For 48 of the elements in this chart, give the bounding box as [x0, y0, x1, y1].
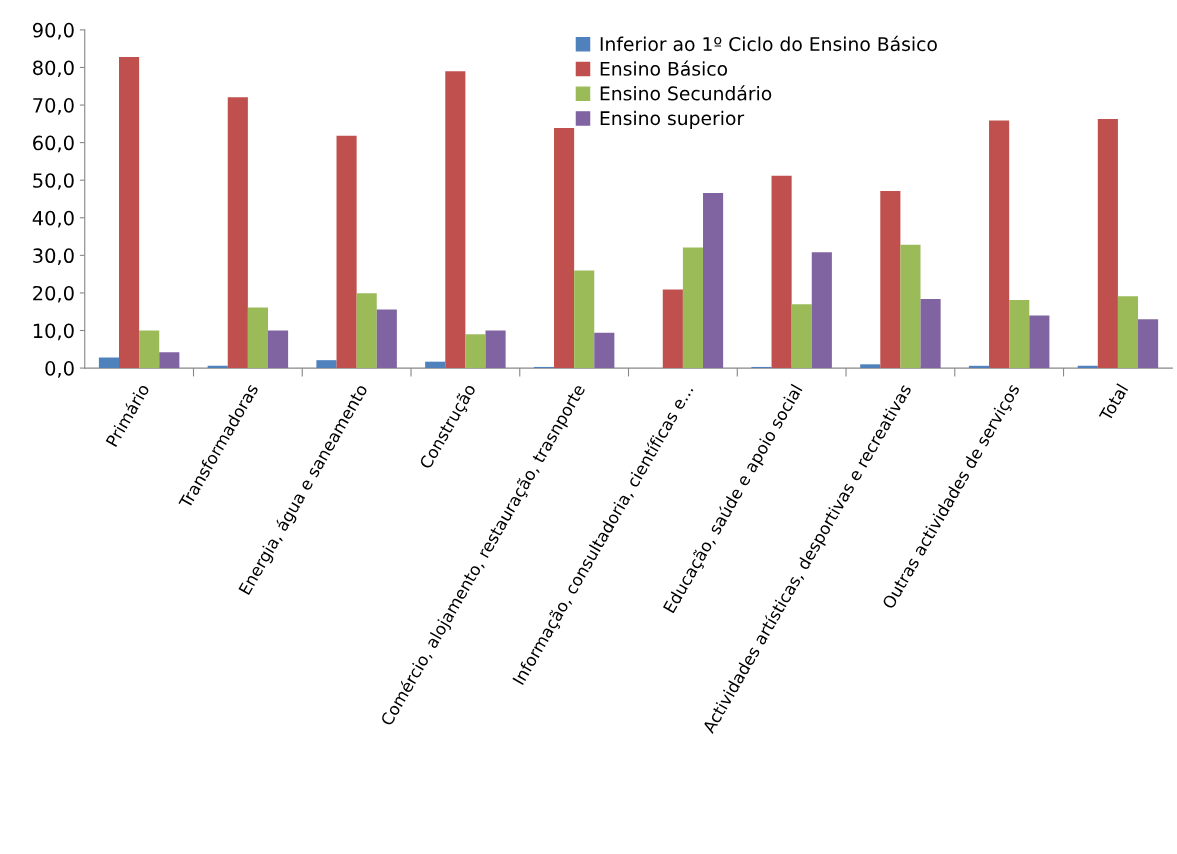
y-tick-label: 60,0: [33, 135, 74, 153]
bar: [485, 330, 506, 369]
bar: [247, 307, 268, 369]
bar: [227, 97, 248, 369]
bar: [989, 120, 1010, 369]
bar: [465, 334, 486, 369]
bar: [119, 56, 140, 369]
bar: [445, 71, 466, 369]
bar: [703, 192, 724, 369]
bar: [682, 247, 704, 369]
bar: [811, 252, 832, 369]
y-tick-label: 0,0: [45, 361, 74, 378]
bar: [1009, 300, 1030, 369]
legend-label: Ensino Básico: [600, 60, 728, 76]
y-tick-label: 20,0: [33, 285, 74, 303]
bar: [771, 175, 792, 369]
bar: [98, 357, 119, 369]
bar: [791, 304, 812, 369]
y-tick-label: 80,0: [33, 60, 74, 78]
y-tick-label: 10,0: [33, 323, 74, 341]
bar: [356, 293, 377, 369]
bar: [376, 309, 397, 369]
y-tick-label: 30,0: [33, 248, 74, 265]
bar: [860, 364, 881, 369]
bar: [574, 270, 595, 369]
y-tick-label: 50,0: [33, 173, 74, 190]
y-tick-label: 90,0: [32, 22, 74, 40]
bar: [1138, 319, 1159, 369]
bar: [1097, 118, 1118, 369]
bar: [594, 332, 615, 369]
bar: [316, 360, 337, 369]
bar: [336, 135, 357, 369]
y-tick-label: 70,0: [33, 98, 74, 115]
legend-label: Ensino Secundário: [600, 85, 772, 101]
bar: [1117, 296, 1139, 369]
bar: [268, 330, 289, 369]
bar: [880, 191, 901, 369]
bar: [662, 289, 683, 369]
bar: [1029, 315, 1050, 369]
bar: [554, 127, 575, 369]
legend-label: Ensino superior: [600, 110, 745, 129]
legend-label: Inferior ao 1º Ciclo do Ensino Básico: [600, 35, 937, 52]
bar: [425, 361, 446, 369]
bar: [920, 298, 941, 369]
bar: [159, 352, 180, 369]
y-tick-label: 40,0: [32, 210, 74, 228]
bar: [900, 244, 921, 369]
bar: [139, 330, 160, 369]
